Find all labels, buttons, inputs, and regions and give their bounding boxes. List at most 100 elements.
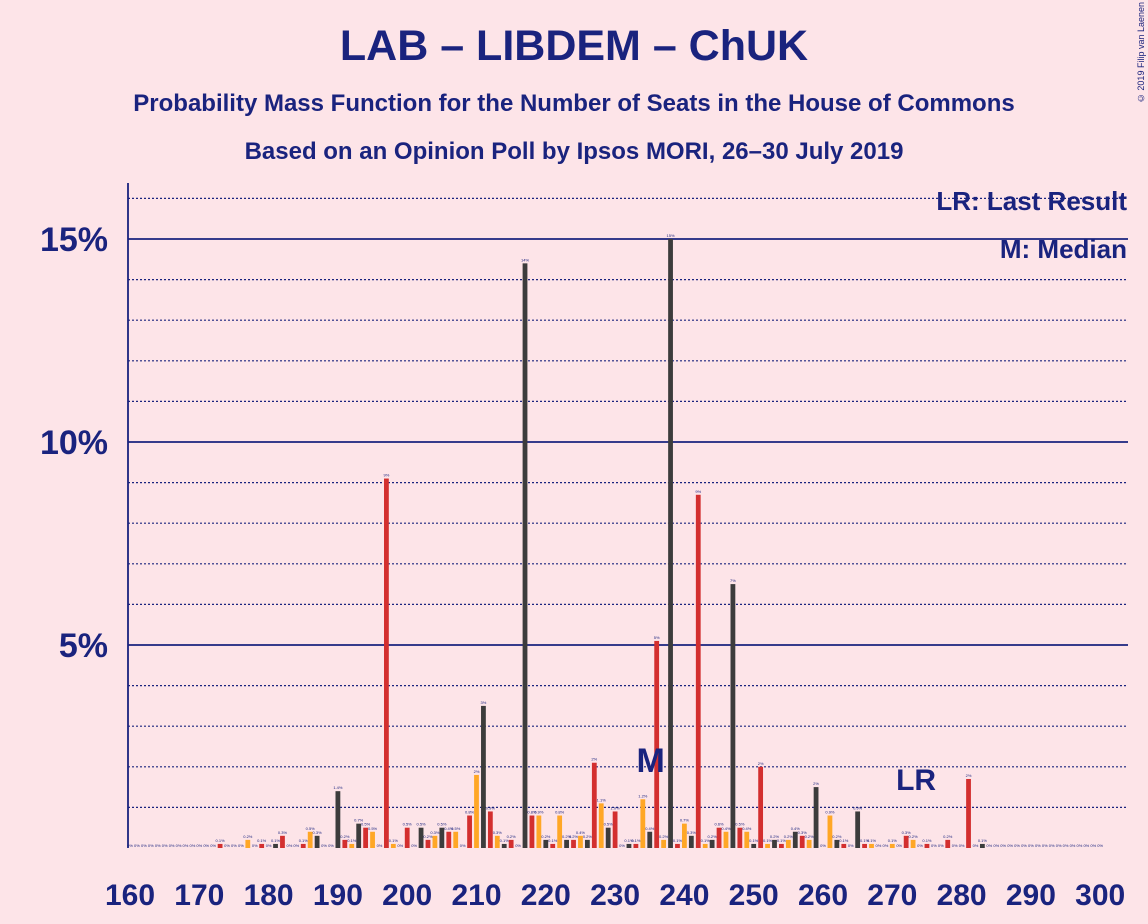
bar-value-label: 0.4% [645, 826, 655, 831]
bar-value-label-zero: 0% [1000, 843, 1006, 848]
y-tick-label: 15% [40, 221, 108, 259]
x-tick-label: 270 [867, 879, 917, 912]
bar-seat-217 [522, 263, 528, 848]
bar-value-label: 0.1% [922, 838, 932, 843]
bar-value-label: 0.3% [493, 830, 503, 835]
bar-value-label-zero: 0% [286, 843, 292, 848]
bar-value-label: 0.5% [361, 822, 371, 827]
bar-seat-266 [862, 843, 867, 848]
bar-seat-236 [654, 640, 660, 848]
bar-value-label: 0.2% [541, 834, 551, 839]
bar-value-label: 14% [521, 257, 529, 262]
bar-value-label: 0.1% [888, 838, 898, 843]
bar-value-label: 0.1% [978, 838, 988, 843]
x-tick-label: 170 [174, 879, 224, 912]
bar-value-label-zero: 0% [931, 843, 937, 848]
bar-value-label-zero: 0% [169, 843, 175, 848]
bar-value-label: 0.2% [583, 834, 593, 839]
bar-value-label-zero: 0% [224, 843, 230, 848]
bar-value-label: 0.4% [721, 826, 731, 831]
bar-value-label: 0.2% [423, 834, 433, 839]
bar-seat-261 [827, 815, 833, 848]
bar-value-label: 0.5% [735, 822, 745, 827]
chart-title: LAB – LIBDEM – ChUK [339, 22, 809, 70]
bar-seat-223 [564, 839, 569, 848]
bar-value-label-zero: 0% [155, 843, 161, 848]
bar-value-label-zero: 0% [1035, 843, 1041, 848]
bar-value-label: 0.4% [576, 830, 586, 835]
median-marker: M [637, 742, 665, 780]
bar-value-label: 0.5% [604, 822, 614, 827]
bar-value-label-zero: 0% [882, 843, 888, 848]
bar-seat-229 [605, 827, 611, 848]
bar-value-label: 0.2% [943, 834, 953, 839]
x-tick-label: 190 [313, 879, 363, 912]
bar-seat-248 [737, 827, 743, 848]
bar-seat-252 [765, 843, 770, 848]
bar-value-label-zero: 0% [141, 843, 147, 848]
bar-seat-222 [557, 815, 563, 848]
bar-value-label-zero: 0% [162, 843, 168, 848]
bar-value-label-zero: 0% [203, 843, 209, 848]
bar-seat-275 [924, 843, 930, 848]
bar-seat-243 [702, 843, 708, 848]
x-tick-label: 240 [659, 879, 709, 912]
bar-value-label-zero: 0% [619, 843, 625, 848]
bar-value-label: 0.2% [708, 834, 718, 839]
bar-seat-213 [494, 835, 500, 848]
bar-value-label: 0.2% [832, 834, 842, 839]
bar-value-label-zero: 0% [411, 843, 417, 848]
bar-value-label-zero: 0% [321, 843, 327, 848]
last-result-marker: LR [896, 764, 936, 797]
x-tick-label: 290 [1006, 879, 1056, 912]
x-tick-label: 260 [798, 879, 848, 912]
bar-value-label: 0.4% [791, 826, 801, 831]
bar-value-label-zero: 0% [986, 843, 992, 848]
bar-value-label: 0.4% [742, 826, 752, 831]
bar-seat-278 [945, 839, 951, 848]
bar-seat-191 [342, 839, 348, 848]
bar-value-label-zero: 0% [1063, 843, 1069, 848]
bar-seat-256 [792, 831, 798, 848]
bar-value-label: 0.1% [216, 838, 226, 843]
bar-value-label: 0.1% [749, 838, 759, 843]
bar-seat-227 [591, 762, 597, 848]
bar-value-label: 0.1% [548, 838, 558, 843]
bar-value-label-zero: 0% [238, 843, 244, 848]
bar-value-label-zero: 0% [397, 843, 403, 848]
y-tick-label: 10% [40, 424, 108, 462]
bar-value-label-zero: 0% [515, 843, 521, 848]
bar-seat-194 [363, 827, 369, 848]
bar-seat-257 [799, 835, 805, 848]
x-tick-label: 160 [105, 879, 155, 912]
bar-seat-221 [550, 843, 556, 848]
bar-value-label: 0.1% [624, 838, 634, 843]
bar-value-label: 2% [966, 773, 972, 778]
bar-value-label-zero: 0% [973, 843, 979, 848]
bar-value-label-zero: 0% [210, 843, 216, 848]
bar-seat-281 [966, 778, 971, 848]
bar-seat-185 [300, 843, 306, 848]
bar-value-label: 0.8% [555, 810, 565, 815]
bar-seat-207 [453, 831, 459, 848]
bar-value-label-zero: 0% [328, 843, 334, 848]
bar-value-label-zero: 0% [134, 843, 140, 848]
bar-seat-233 [633, 843, 639, 848]
bar-value-label-zero: 0% [127, 843, 133, 848]
bar-value-label-zero: 0% [266, 843, 272, 848]
bar-value-label-zero: 0% [1014, 843, 1020, 848]
bar-value-label-zero: 0% [938, 843, 944, 848]
bar-value-label: 0.2% [770, 834, 780, 839]
bar-value-label: 0.3% [313, 830, 323, 835]
bar-value-label: 0.2% [569, 834, 579, 839]
bar-seat-249 [744, 831, 750, 848]
bar-value-label-zero: 0% [1097, 843, 1103, 848]
bar-value-label-zero: 0% [183, 843, 189, 848]
bar-value-label-zero: 0% [1056, 843, 1062, 848]
bar-seat-197 [384, 478, 389, 848]
bar-seat-235 [647, 831, 653, 848]
bar-seat-245 [716, 827, 722, 848]
bar-value-label: 0.3% [902, 830, 912, 835]
bar-seat-210 [474, 774, 479, 848]
bar-value-label-zero: 0% [896, 843, 902, 848]
